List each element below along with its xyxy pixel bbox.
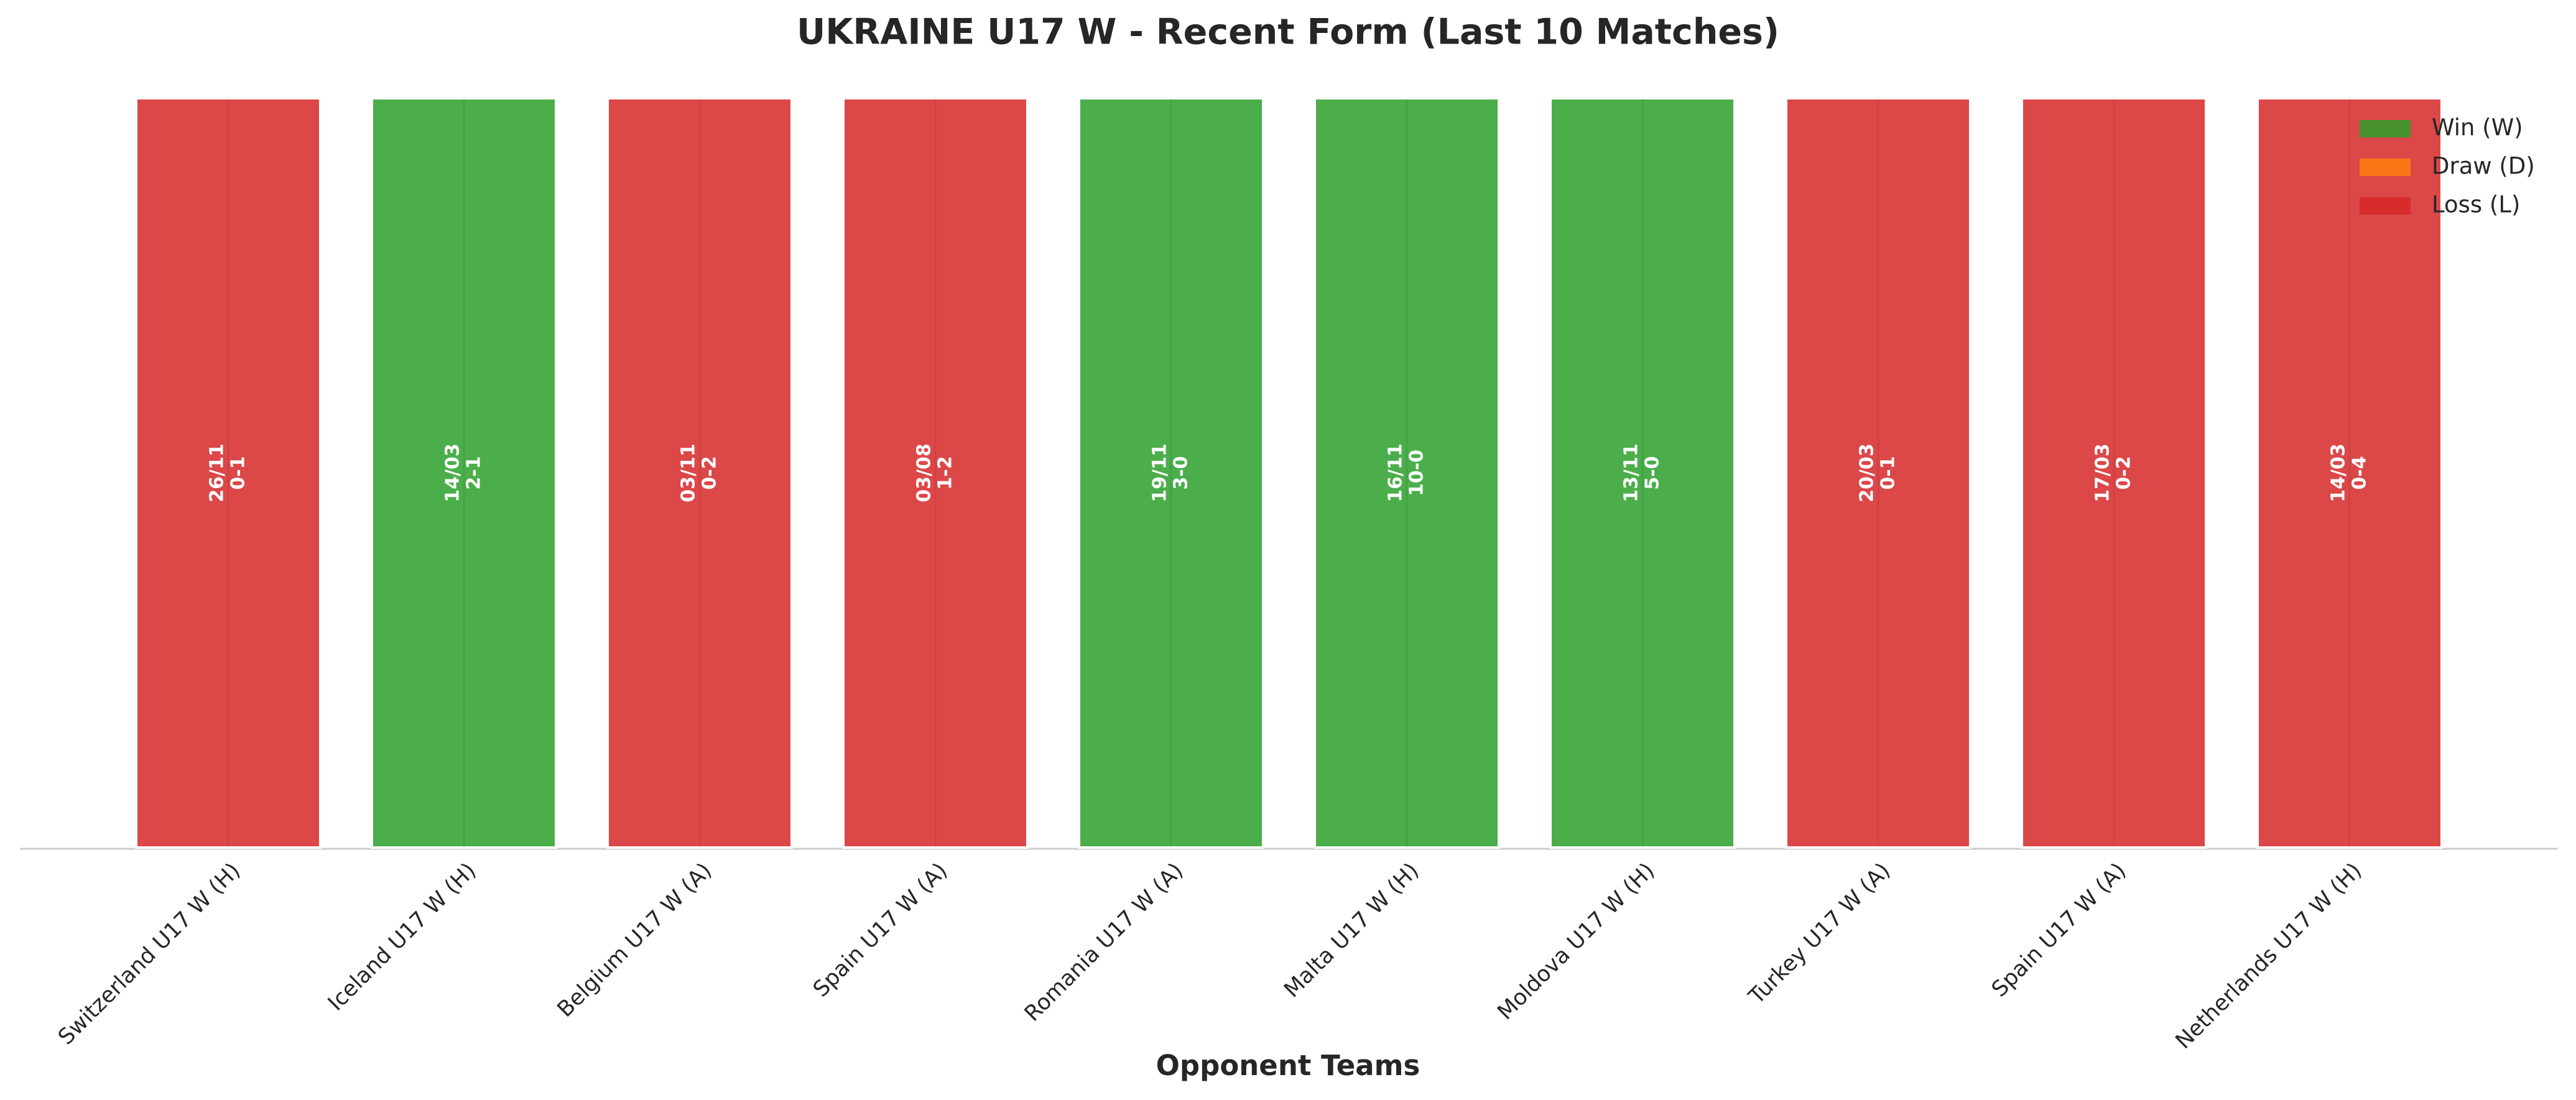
bar [2021, 97, 2207, 849]
bar [1313, 97, 1500, 849]
bar [135, 97, 322, 849]
bar-score-label: 0-1 [228, 456, 249, 489]
bar-score-label: 2-1 [463, 456, 485, 489]
x-axis-label: Opponent Teams [1156, 1049, 1420, 1082]
legend-label: Win (W) [2432, 114, 2523, 141]
bar-score-label: 10-0 [1406, 450, 1428, 496]
legend-label: Loss (L) [2432, 192, 2520, 218]
bar-score-label: 0-4 [2349, 456, 2371, 489]
bar-date-label: 13/11 [1621, 443, 1642, 502]
bar-label: 03/08 1-2 [914, 443, 957, 502]
bar-date-label: 14/03 [442, 443, 464, 502]
x-tick-label: Moldova U17 W (H) [1493, 858, 1660, 1025]
x-tick-label: Spain U17 W (A) [808, 858, 952, 1002]
chart-title: UKRAINE U17 W - Recent Form (Last 10 Mat… [797, 12, 1779, 53]
bar [1785, 97, 1971, 849]
bar [842, 97, 1029, 849]
bar-label: 26/11 0-1 [206, 443, 249, 502]
bar-score-label: 5-0 [1642, 456, 1664, 489]
bar [606, 97, 793, 849]
bar-label: 20/03 0-1 [1856, 443, 1899, 502]
bar-score-label: 1-2 [935, 456, 957, 489]
bar-score-label: 3-0 [1170, 456, 1192, 489]
bar-date-label: 14/03 [2328, 443, 2350, 502]
bar-date-label: 19/11 [1149, 443, 1171, 502]
bar [371, 97, 557, 849]
legend-swatch [2360, 197, 2411, 215]
bar-date-label: 03/08 [914, 443, 935, 502]
bar-label: 17/03 0-2 [2092, 443, 2135, 502]
x-tick-label: Turkey U17 W (A) [1744, 858, 1895, 1009]
bar-label: 14/03 2-1 [442, 443, 485, 502]
bar-score-label: 0-1 [1878, 456, 1899, 489]
legend-swatch [2360, 159, 2411, 176]
bar-date-label: 26/11 [206, 443, 228, 502]
legend-swatch [2360, 120, 2411, 137]
bar [1078, 97, 1264, 849]
bar-label: 14/03 0-4 [2328, 443, 2371, 502]
bar-score-label: 0-2 [699, 456, 721, 489]
legend-label: Draw (D) [2432, 153, 2535, 180]
bar-date-label: 20/03 [1856, 443, 1878, 502]
bar-label: 16/11 10-0 [1385, 443, 1428, 502]
bar-date-label: 03/11 [678, 443, 700, 502]
bar-score-label: 0-2 [2113, 456, 2135, 489]
bar-label: 03/11 0-2 [678, 443, 721, 502]
x-tick-label: Switzerland U17 W (H) [53, 858, 245, 1050]
bar [2256, 97, 2443, 849]
x-tick-label: Malta U17 W (H) [1279, 858, 1424, 1002]
bar-label: 19/11 3-0 [1149, 443, 1192, 502]
bar-label: 13/11 5-0 [1621, 443, 1664, 502]
bar-date-label: 16/11 [1385, 443, 1407, 502]
bar-date-label: 17/03 [2092, 443, 2114, 502]
bar [1549, 97, 1736, 849]
x-tick-label: Netherlands U17 W (H) [2171, 858, 2367, 1054]
x-tick-label: Iceland U17 W (H) [323, 858, 481, 1015]
x-tick-label: Romania U17 W (A) [1020, 858, 1188, 1026]
x-tick-label: Belgium U17 W (A) [553, 858, 717, 1022]
x-tick-label: Spain U17 W (A) [1987, 858, 2131, 1002]
